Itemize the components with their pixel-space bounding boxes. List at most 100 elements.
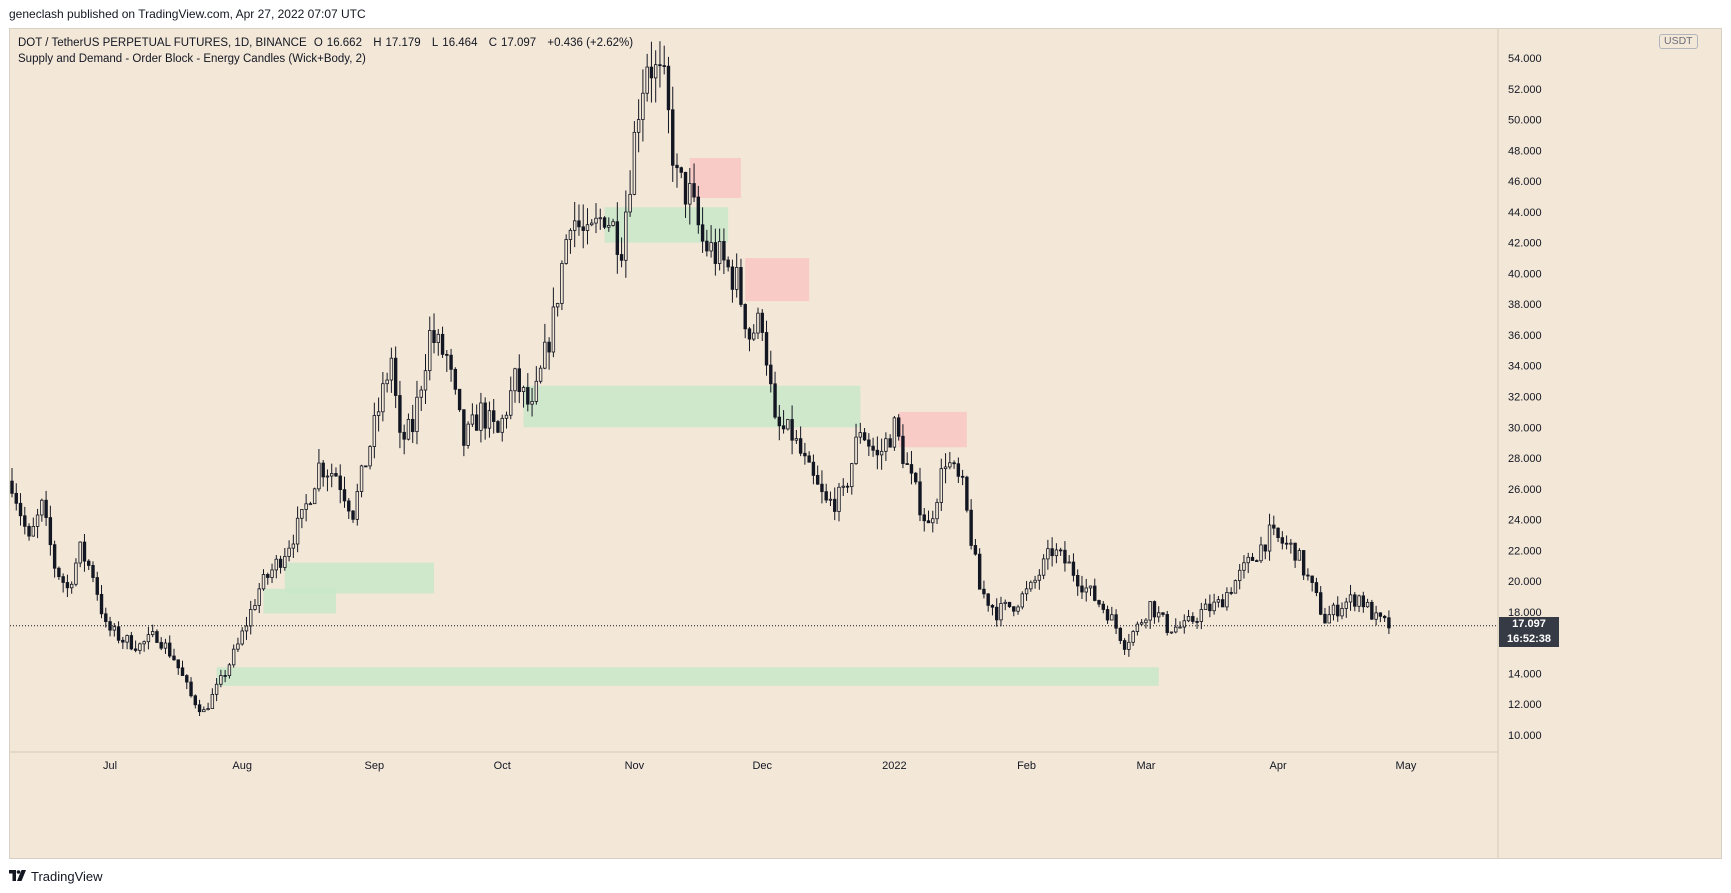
legend-change: +0.436 (+2.62%) — [547, 37, 634, 49]
candle-body — [926, 520, 931, 524]
price-tick-label: 14.000 — [1508, 668, 1542, 680]
demand-zone — [263, 588, 336, 614]
candle-body — [547, 341, 551, 353]
candle-body — [602, 217, 607, 228]
candle-body — [794, 438, 799, 441]
time-tick-label: Sep — [365, 760, 385, 772]
candle-body — [142, 641, 146, 645]
candle-body — [1225, 592, 1229, 608]
candle-body — [905, 463, 909, 465]
price-tick-label: 20.000 — [1508, 576, 1542, 588]
currency-badge[interactable]: USDT — [1659, 34, 1698, 49]
candlestick-chart[interactable]: 10.00012.00014.00016.00018.00020.00022.0… — [10, 29, 1722, 859]
candle-body — [240, 630, 244, 645]
supply-zone — [898, 411, 967, 448]
candle-body — [69, 583, 74, 589]
candle-body — [598, 217, 602, 220]
candle-body — [619, 254, 624, 261]
candle-body — [1097, 600, 1101, 605]
chart-area[interactable]: 10.00012.00014.00016.00018.00020.00022.0… — [9, 28, 1722, 859]
candle-body — [692, 183, 696, 198]
candle-body — [504, 414, 509, 419]
candle-body — [330, 473, 334, 477]
candle-body — [530, 401, 534, 405]
footer-brand[interactable]: TradingView — [31, 868, 103, 884]
candle-body — [1387, 617, 1391, 629]
candle-body — [867, 439, 871, 447]
candle-body — [457, 388, 462, 411]
time-tick-label: Aug — [232, 760, 252, 772]
candle-body — [1233, 580, 1238, 594]
candle-body — [1080, 585, 1084, 593]
candle-body — [1127, 641, 1131, 650]
candle-body — [381, 383, 385, 413]
candle-body — [189, 681, 193, 697]
candle-body — [1203, 603, 1208, 610]
supply-zone — [745, 258, 810, 302]
candle-body — [18, 502, 23, 517]
price-tick-label: 44.000 — [1508, 207, 1542, 219]
candle-body — [1272, 524, 1276, 529]
time-tick-label: 2022 — [882, 760, 906, 772]
candle-body — [14, 492, 18, 504]
candle-body — [278, 558, 283, 568]
chart-legend: DOT / TetherUS PERPETUAL FUTURES, 1D, BI… — [18, 35, 637, 67]
candle-body — [1135, 623, 1140, 632]
candle-body — [347, 500, 351, 512]
candle-body — [1063, 549, 1067, 564]
candle-body — [1327, 614, 1331, 624]
candle-body — [1348, 594, 1353, 603]
candle-body — [1284, 542, 1289, 545]
candle-body — [48, 517, 53, 546]
candle-body — [44, 499, 48, 518]
candle-body — [1336, 604, 1340, 617]
candle-body — [675, 164, 679, 169]
candle-body — [1144, 619, 1148, 624]
candle-body — [1020, 593, 1024, 608]
candle-body — [1157, 612, 1161, 618]
candle-body — [590, 222, 594, 226]
price-tick-label: 50.000 — [1508, 115, 1542, 127]
candle-body — [112, 626, 117, 631]
price-tick-label: 18.000 — [1508, 607, 1542, 619]
candle-body — [462, 409, 466, 446]
candle-body — [611, 221, 615, 226]
candle-body — [875, 449, 880, 456]
candle-body — [150, 631, 155, 636]
candle-body — [1178, 626, 1182, 629]
candle-body — [393, 357, 398, 396]
candle-body — [734, 267, 739, 290]
candle-body — [1344, 601, 1348, 609]
candle-body — [521, 387, 526, 393]
candle-body — [479, 402, 483, 431]
candle-body — [914, 472, 918, 483]
candle-body — [624, 211, 628, 261]
candle-body — [219, 675, 223, 685]
candle-body — [1195, 621, 1199, 623]
candle-body — [121, 639, 125, 643]
candle-body — [1365, 601, 1370, 608]
candle-body — [287, 547, 291, 557]
candle-body — [858, 432, 863, 438]
candle-body — [1293, 542, 1297, 561]
candle-body — [739, 267, 743, 305]
candle-body — [359, 465, 364, 492]
candle-body — [709, 242, 713, 252]
candle-body — [645, 66, 649, 94]
candle-body — [1003, 601, 1007, 604]
candle-body — [901, 435, 905, 464]
candle-body — [820, 483, 824, 493]
candle-body — [726, 259, 730, 268]
candle-body — [871, 445, 875, 451]
candle-body — [1148, 601, 1152, 621]
candle-body — [1114, 614, 1118, 629]
candle-body — [526, 387, 530, 405]
candle-body — [722, 241, 726, 261]
candle-body — [986, 593, 990, 606]
candle-body — [658, 64, 662, 67]
candle-body — [1259, 544, 1263, 562]
candle-body — [146, 634, 151, 643]
candle-body — [40, 499, 44, 516]
candle-body — [1208, 603, 1212, 612]
candle-body — [214, 683, 219, 695]
